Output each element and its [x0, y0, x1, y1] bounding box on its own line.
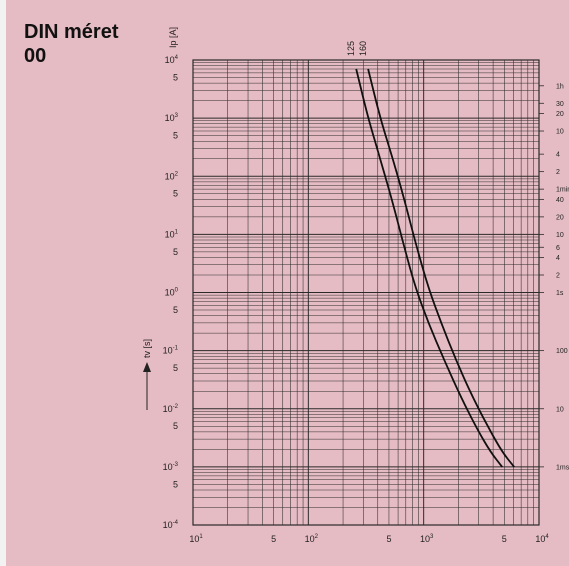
x-tick-label-exp: 2: [315, 534, 319, 540]
right-tick-label: 6: [556, 245, 560, 252]
curve-125: [355, 68, 503, 468]
right-tick-label: 1ms: [556, 464, 569, 471]
x-axis-ticks: 101 5 102 5 103 5 104: [189, 534, 549, 544]
y-tick-label-base: 10: [165, 171, 175, 181]
grid-lines: [192, 59, 540, 526]
y-tick-label-base: 10: [165, 113, 175, 123]
x-tick-label-exp: 1: [199, 534, 203, 540]
y-tick-label: 101: [165, 229, 179, 239]
y-tick-label-exp: 0: [175, 288, 179, 294]
right-tick-label: 2: [556, 169, 560, 176]
chart-title-line1: DIN méret: [24, 21, 119, 43]
y-tick-label-exp: -1: [173, 346, 179, 352]
y-tick-label-exp: -2: [173, 404, 179, 410]
y-tick-label: 10-4: [163, 520, 179, 530]
y-tick-label-exp: 2: [175, 171, 179, 177]
x-tick-label: 5: [386, 534, 391, 544]
curve-label-160: 160: [358, 41, 368, 56]
x-tick-label-base: 10: [189, 534, 199, 544]
x-tick-label-exp: 4: [545, 534, 549, 540]
y-tick-label: 5: [173, 189, 178, 199]
right-tick-label: 1s: [556, 290, 564, 297]
right-axis-ticks: 1h 30 20 10 4 2 1min 40 20 10 6 4 2 1s 100 10 1ms: [539, 83, 569, 471]
x-tick-label-base: 10: [535, 534, 545, 544]
x-tick-label: 102: [305, 534, 319, 544]
y-tick-label: 10-1: [163, 346, 179, 356]
y-tick-label: 10-2: [163, 404, 179, 414]
y-tick-label: 5: [173, 305, 178, 315]
right-tick-label: 40: [556, 197, 564, 204]
x-axis-label-base: Ip [A]: [168, 27, 178, 48]
y-tick-label: 5: [173, 131, 178, 141]
y-tick-label-exp: -4: [173, 520, 179, 526]
x-axis-label: Ip [A]: [168, 27, 178, 48]
y-tick-label: 10-3: [163, 462, 179, 472]
y-axis-arrow-head: [143, 362, 151, 372]
y-tick-label-base: 10: [163, 520, 173, 530]
fuse-curves: [355, 68, 515, 468]
right-tick-label: 10: [556, 232, 564, 239]
x-tick-label: 103: [420, 534, 434, 544]
right-tick-label: 20: [556, 111, 564, 118]
right-tick-label: 1min: [556, 187, 569, 194]
y-tick-label-exp: -3: [173, 462, 179, 468]
y-tick-label: 103: [165, 113, 179, 123]
curve-labels: 125 160: [346, 41, 368, 56]
x-tick-label-base: 10: [305, 534, 315, 544]
y-tick-label-base: 10: [165, 55, 175, 65]
y-tick-label-base: 10: [165, 229, 175, 239]
right-tick-label: 10: [556, 129, 564, 136]
right-tick-label: 4: [556, 152, 560, 159]
y-tick-label: 5: [173, 421, 178, 431]
y-tick-label: 5: [173, 72, 178, 82]
y-tick-label-exp: 1: [175, 229, 179, 235]
chart-title-line2: 00: [24, 45, 47, 67]
y-tick-label-exp: 4: [175, 55, 179, 61]
y-tick-label-base: 10: [165, 288, 175, 298]
y-tick-label: 5: [173, 247, 178, 257]
y-tick-label: 102: [165, 171, 179, 181]
x-tick-label: 5: [502, 534, 507, 544]
left-edge-strip: [0, 0, 6, 566]
y-tick-label: 104: [165, 55, 179, 65]
y-tick-label-base: 10: [163, 462, 173, 472]
y-tick-label: 100: [165, 288, 179, 298]
y-tick-label-exp: 3: [175, 113, 179, 119]
x-tick-label-exp: 3: [430, 534, 434, 540]
x-tick-label-base: 10: [420, 534, 430, 544]
right-tick-label: 4: [556, 255, 560, 262]
y-axis-label: tv [s]: [142, 339, 152, 358]
x-tick-label: 101: [189, 534, 203, 544]
y-tick-label: 5: [173, 363, 178, 373]
x-tick-label: 5: [271, 534, 276, 544]
chart-title: DIN méret 00: [24, 20, 118, 68]
y-tick-label: 5: [173, 479, 178, 489]
y-axis-label-base: tv [s]: [142, 339, 152, 358]
y-tick-label-base: 10: [163, 346, 173, 356]
right-tick-label: 2: [556, 273, 560, 280]
curve-160: [367, 68, 515, 468]
curve-label-125: 125: [346, 41, 356, 56]
right-tick-label: 20: [556, 214, 564, 221]
right-tick-label: 10: [556, 406, 564, 413]
right-tick-label: 1h: [556, 83, 564, 90]
y-tick-label-base: 10: [163, 404, 173, 414]
right-tick-label: 30: [556, 101, 564, 108]
x-tick-label: 104: [535, 534, 549, 544]
right-tick-label: 100: [556, 348, 568, 355]
